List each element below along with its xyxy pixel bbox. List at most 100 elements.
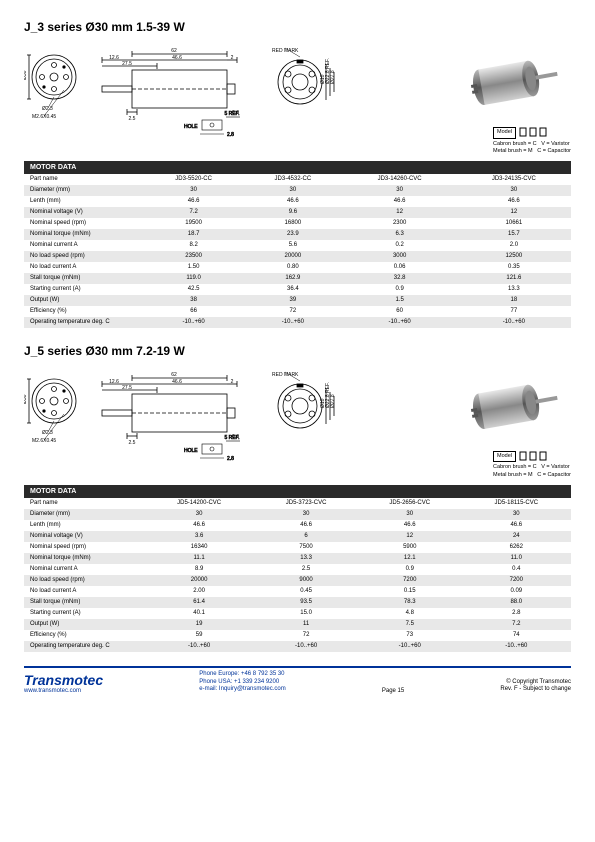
table-row: Operating temperature deg. C -10..+60-10…: [24, 641, 571, 652]
footer-phone-us: Phone USA: +1 339 234 9200: [199, 679, 285, 687]
row-value: JD3-14260-CVC: [343, 174, 457, 185]
row-label: Output (W): [24, 619, 144, 630]
row-value: -10..+60: [254, 641, 358, 652]
row-value: JD3-24135-CVC: [457, 174, 571, 185]
row-label: No load current A: [24, 262, 144, 273]
row-label: Operating temperature deg. C: [24, 317, 144, 328]
row-label: Nominal current A: [24, 240, 144, 251]
row-value: 18: [457, 295, 571, 306]
svg-text:2: 2: [231, 379, 234, 385]
end-view-drawing: RED MARK Ø10 Ø22.8 REF. Ø27.8: [270, 42, 340, 132]
row-value: 24: [462, 531, 571, 542]
row-value: 5.6: [243, 240, 342, 251]
row-value: JD5-2656-CVC: [358, 498, 462, 509]
row-value: JD3-4532-CC: [243, 174, 342, 185]
row-label: Lenth (mm): [24, 196, 144, 207]
row-value: 13.3: [457, 284, 571, 295]
row-value: 6.3: [343, 229, 457, 240]
table-row: Nominal torque (mNm) 18.723.96.315.7: [24, 229, 571, 240]
motor-data-table: MOTOR DATA Part name JD3-5520-CCJD3-4532…: [24, 161, 571, 328]
svg-text:RED MARK: RED MARK: [272, 48, 299, 54]
row-value: -10..+60: [144, 641, 254, 652]
row-value: 19: [144, 619, 254, 630]
table-row: Nominal speed (rpm) 16340750059006262: [24, 542, 571, 553]
row-value: 66: [144, 306, 243, 317]
table-row: No load speed (rpm) 2350020000300012500: [24, 251, 571, 262]
row-value: 0.15: [358, 586, 462, 597]
row-value: -10..+60: [462, 641, 571, 652]
table-row: Operating temperature deg. C -10..+60-10…: [24, 317, 571, 328]
row-value: 46.6: [144, 520, 254, 531]
row-value: 30: [144, 185, 243, 196]
row-label: Efficiency (%): [24, 630, 144, 641]
row-value: 15.0: [254, 608, 358, 619]
svg-text:2.5: 2.5: [129, 116, 136, 122]
row-value: 20000: [243, 251, 342, 262]
row-value: 30: [462, 509, 571, 520]
table-row: Lenth (mm) 46.646.646.646.6: [24, 520, 571, 531]
row-value: 1.50: [144, 262, 243, 273]
row-label: Output (W): [24, 295, 144, 306]
row-value: 2300: [343, 218, 457, 229]
row-value: 0.06: [343, 262, 457, 273]
footer-phone-eu: Phone Europe: +46 8 792 35 30: [199, 671, 285, 679]
row-label: No load speed (rpm): [24, 575, 144, 586]
row-value: 15.7: [457, 229, 571, 240]
table-row: Part name JD3-5520-CCJD3-4532-CCJD3-1426…: [24, 174, 571, 185]
row-value: 40.1: [144, 608, 254, 619]
svg-text:5 REF.: 5 REF.: [224, 111, 239, 117]
row-value: 72: [254, 630, 358, 641]
svg-text:HOLE: HOLE: [184, 448, 198, 454]
row-label: Nominal speed (rpm): [24, 218, 144, 229]
row-value: 88.0: [462, 597, 571, 608]
end-view-drawing: RED MARK Ø10 Ø22.8 REF. Ø27.8: [270, 366, 340, 456]
row-value: 23.9: [243, 229, 342, 240]
row-value: 10661: [457, 218, 571, 229]
row-value: 119.0: [144, 273, 243, 284]
svg-text:Ø27.8: Ø27.8: [330, 70, 336, 84]
row-value: 6: [254, 531, 358, 542]
row-value: 11.0: [462, 553, 571, 564]
row-value: 0.2: [343, 240, 457, 251]
row-label: Nominal voltage (V): [24, 207, 144, 218]
row-value: 38: [144, 295, 243, 306]
table-row: Starting current (A) 42.536.40.913.3: [24, 284, 571, 295]
table-row: Nominal current A 8.92.50.90.4: [24, 564, 571, 575]
row-value: 0.45: [254, 586, 358, 597]
row-value: 46.6: [343, 196, 457, 207]
row-value: 7.5: [358, 619, 462, 630]
row-value: 19500: [144, 218, 243, 229]
row-value: 7.2: [144, 207, 243, 218]
row-value: 6262: [462, 542, 571, 553]
row-value: 73: [358, 630, 462, 641]
row-value: 46.6: [243, 196, 342, 207]
table-row: Output (W) 38391.518: [24, 295, 571, 306]
side-view-drawing: 62 12.6 46.6 27.5 2 2.5 0.4 5 REF. HOLE …: [92, 42, 262, 142]
table-row: Nominal speed (rpm) 1950016800230010661: [24, 218, 571, 229]
row-value: 12.1: [358, 553, 462, 564]
row-value: 7500: [254, 542, 358, 553]
section-title: J_3 series Ø30 mm 1.5-39 W: [24, 20, 571, 34]
row-value: 7200: [462, 575, 571, 586]
row-value: 72: [243, 306, 342, 317]
row-value: 0.4: [462, 564, 571, 575]
row-value: 46.6: [358, 520, 462, 531]
row-label: No load current A: [24, 586, 144, 597]
page-footer: Transmotec www.transmotec.com Phone Euro…: [24, 666, 571, 694]
row-value: 74: [462, 630, 571, 641]
row-value: 9000: [254, 575, 358, 586]
row-value: 8.2: [144, 240, 243, 251]
table-row: Nominal current A 8.25.60.22.0: [24, 240, 571, 251]
row-value: JD5-18115-CVC: [462, 498, 571, 509]
svg-text:12.6: 12.6: [109, 55, 119, 61]
table-row: Efficiency (%) 66726077: [24, 306, 571, 317]
row-value: 11: [254, 619, 358, 630]
row-value: -10..+60: [358, 641, 462, 652]
row-label: Starting current (A): [24, 284, 144, 295]
row-value: 46.6: [457, 196, 571, 207]
row-value: 2.8: [462, 608, 571, 619]
row-value: 30: [144, 509, 254, 520]
motor-photo: [451, 42, 571, 122]
table-row: Diameter (mm) 30303030: [24, 509, 571, 520]
table-header: MOTOR DATA: [24, 485, 571, 498]
